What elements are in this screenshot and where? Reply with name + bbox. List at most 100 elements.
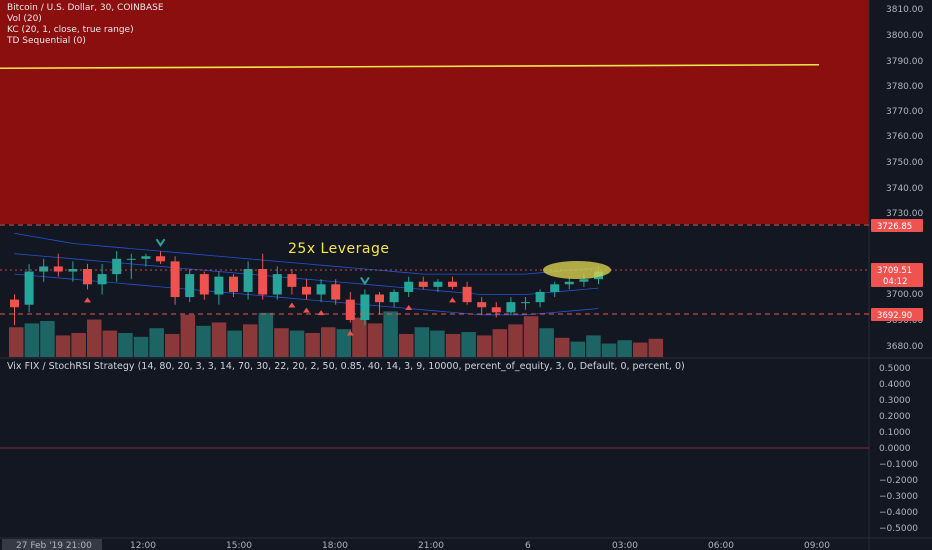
price-axis[interactable]: 3810.00 3800.00 3790.00 3780.00 3770.00 3760.…	[886, 5, 923, 352]
indicator-td-sequential[interactable]: TD Sequential (0)	[7, 36, 86, 46]
candle[interactable]	[389, 289, 399, 308]
buy-signal-marker	[155, 238, 166, 247]
strategy-tick-label: −0.3000	[879, 492, 918, 502]
volume-bar	[180, 314, 196, 357]
time-tick-label: 03:00	[612, 541, 638, 550]
indicator-keltner[interactable]: KC (20, 1, close, true range)	[7, 25, 134, 35]
volume-bar	[430, 330, 445, 357]
time-tick-label: 6	[525, 541, 531, 550]
sell-signal-marker	[288, 302, 296, 308]
time-axis[interactable]: 27 Feb '19 21:00 12:00 15:00 18:00 21:00 6 03:…	[2, 539, 830, 550]
lower-level-badge: 3692.90	[871, 308, 923, 321]
candle[interactable]	[404, 276, 414, 298]
candle[interactable]	[506, 297, 516, 315]
price-tick-label: 3680.00	[886, 342, 923, 352]
candle[interactable]	[141, 253, 151, 267]
candle[interactable]	[126, 253, 136, 280]
candle[interactable]	[564, 276, 574, 290]
candle[interactable]	[112, 251, 122, 282]
candle[interactable]	[302, 279, 311, 300]
candle[interactable]	[331, 279, 341, 305]
volume-bar	[118, 333, 133, 357]
symbol-title[interactable]: Bitcoin / U.S. Dollar, 30, COINBASE	[7, 3, 164, 13]
candle[interactable]	[199, 271, 209, 300]
price-tick-label: 3700.00	[886, 290, 923, 300]
volume-bar	[305, 333, 320, 357]
volume-bar	[24, 323, 40, 357]
candle[interactable]	[214, 271, 224, 305]
volume-bar	[633, 342, 648, 357]
volume-bar	[539, 328, 554, 357]
candle[interactable]	[418, 276, 428, 290]
leverage-annotation[interactable]: 25x Leverage	[288, 241, 390, 257]
volume-bar	[71, 333, 86, 357]
volume-bar	[555, 337, 570, 357]
strategy-tick-label: 0.5000	[879, 364, 911, 374]
indicator-volume[interactable]: Vol (20)	[7, 14, 42, 24]
candle[interactable]	[243, 261, 253, 300]
volume-bar	[133, 336, 149, 357]
candle[interactable]	[550, 281, 560, 298]
candle[interactable]	[53, 253, 63, 277]
volume-bar	[55, 335, 71, 357]
volume-bar	[336, 329, 352, 357]
strategy-tick-label: 0.1000	[879, 428, 911, 438]
volume-bar	[508, 324, 523, 357]
price-tick-label: 3810.00	[886, 5, 923, 15]
candle[interactable]	[521, 297, 530, 310]
sell-signal-marker	[303, 307, 310, 313]
candles	[10, 251, 603, 326]
volume-bar	[445, 333, 461, 357]
candle[interactable]	[462, 281, 472, 305]
strategy-tick-label: 0.3000	[879, 396, 911, 406]
take-profit-line[interactable]	[0, 63, 820, 70]
candle[interactable]	[287, 269, 297, 295]
time-tick-label: 12:00	[130, 541, 156, 550]
upper-level-badge-text: 3726.85	[877, 222, 912, 232]
candle[interactable]	[68, 261, 78, 282]
time-tick-label: 15:00	[226, 541, 252, 550]
strategy-axis[interactable]: 0.5000 0.4000 0.3000 0.2000 0.1000 0.0000 −0.1…	[879, 364, 918, 534]
candle[interactable]	[10, 294, 19, 326]
candle[interactable]	[477, 297, 487, 315]
volume-bar	[601, 343, 617, 357]
candle[interactable]	[345, 291, 355, 323]
candle[interactable]	[448, 276, 457, 290]
strategy-tick-label: 0.2000	[879, 412, 911, 422]
volume-bar	[617, 340, 632, 357]
candle[interactable]	[272, 266, 282, 300]
candle[interactable]	[375, 291, 384, 315]
candle[interactable]	[360, 289, 370, 326]
candle[interactable]	[491, 302, 501, 318]
sell-signal-marker	[405, 305, 413, 311]
strategy-label[interactable]: Vix FIX / StochRSI Strategy (14, 80, 20,…	[7, 361, 685, 372]
volume-bar	[570, 341, 586, 357]
price-tick-label: 3730.00	[886, 209, 923, 219]
candle[interactable]	[156, 251, 165, 264]
price-tick-label: 3790.00	[886, 57, 923, 67]
volume-bar	[165, 333, 180, 357]
current-price-badge: 3709.51 04:12	[871, 263, 923, 287]
candle[interactable]	[316, 279, 326, 303]
candle[interactable]	[229, 274, 238, 298]
candle[interactable]	[258, 253, 268, 300]
volume-bar	[461, 332, 476, 357]
strategy-tick-label: −0.5000	[879, 524, 918, 534]
candle[interactable]	[24, 263, 34, 313]
candle[interactable]	[535, 289, 545, 308]
candle[interactable]	[97, 263, 107, 295]
candle[interactable]	[39, 258, 49, 282]
candle[interactable]	[170, 256, 180, 305]
volume-bar	[414, 327, 430, 357]
candle[interactable]	[433, 279, 443, 292]
volume-bar	[586, 335, 601, 357]
volume-bar	[243, 324, 258, 357]
volume-bar	[492, 329, 508, 357]
price-tick-label: 3740.00	[886, 184, 923, 194]
volume-bar	[196, 325, 211, 357]
time-tick-label: 27 Feb '19 21:00	[16, 541, 92, 550]
candle[interactable]	[83, 263, 92, 290]
bar-timer-text: 04:12	[883, 277, 908, 287]
candle[interactable]	[185, 269, 195, 303]
